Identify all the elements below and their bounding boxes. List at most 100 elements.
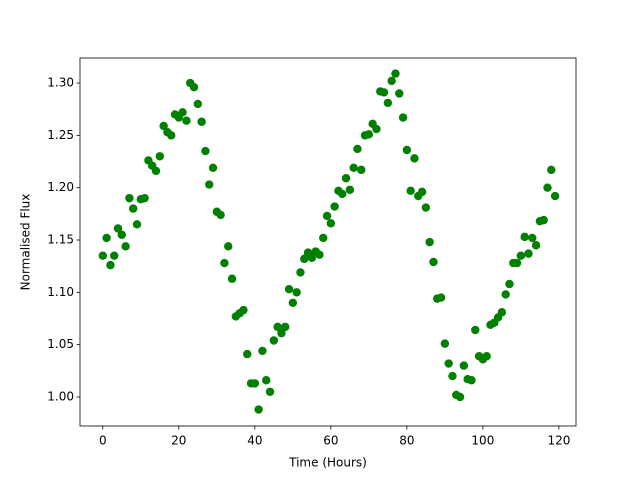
data-point [155,152,165,161]
data-point [193,99,203,109]
data-point [341,174,351,183]
data-point [106,260,115,270]
data-point [300,254,309,264]
x-tick-label: 120 [547,434,570,448]
y-tick-label: 1.30 [47,76,74,90]
data-point [398,113,408,122]
data-point [262,376,271,385]
data-point [113,224,123,233]
data-point [402,145,412,155]
y-tick-label: 1.20 [47,180,74,194]
data-point [319,233,328,243]
data-point [265,387,275,396]
data-point [520,232,529,242]
y-tick-label: 1.10 [47,285,74,299]
data-point [208,163,218,172]
data-point [444,359,453,368]
data-point [497,308,507,317]
data-point [524,249,533,258]
data-point [269,336,279,345]
data-point [531,241,541,250]
y-tick-label: 1.15 [47,233,74,247]
data-point [254,405,263,414]
data-point [391,69,400,78]
data-point [467,376,476,385]
data-point [417,187,427,197]
data-point [543,183,552,192]
data-point [326,219,336,228]
data-point [330,202,339,211]
data-point [395,89,404,98]
x-tick-label: 60 [323,434,338,448]
data-point [482,351,491,361]
data-point [528,233,537,243]
data-point [258,346,267,356]
data-point [357,165,366,175]
data-point [505,279,514,289]
plot-frame [79,57,577,427]
data-point [178,108,187,117]
data-point [410,154,419,163]
y-tick-label: 1.00 [47,390,74,404]
data-point [224,242,233,251]
data-point [284,285,294,294]
data-point [273,322,282,332]
data-point [539,215,548,225]
data-point [117,230,127,239]
data-point [250,379,260,388]
data-point [189,83,199,92]
data-point [512,258,522,268]
data-point [440,339,450,348]
data-point [201,146,210,156]
x-tick-label: 0 [99,434,107,448]
data-point [220,258,229,268]
data-point [227,274,237,283]
data-point [379,88,389,97]
data-point [471,325,480,335]
data-point [338,189,347,199]
y-axis-label: Normalised Flux [19,194,33,291]
data-point [132,220,142,229]
data-point [436,293,446,302]
data-point [307,253,317,263]
data-point [387,76,396,86]
x-tick-label: 40 [247,434,262,448]
data-point [102,233,111,243]
data-point [372,124,381,134]
data-point [129,204,138,213]
y-tick-label: 1.25 [47,128,74,142]
data-point [140,193,149,203]
data-point [429,257,438,267]
data-point [205,180,214,189]
data-point [197,117,206,126]
data-point [516,251,526,260]
data-point [364,130,374,139]
data-point [288,298,298,308]
y-tick-label: 1.05 [47,337,74,351]
data-point [243,349,252,359]
data-point [182,116,191,125]
data-point [98,251,108,260]
data-point [125,193,134,203]
x-axis-label: Time (Hours) [288,456,367,470]
data-point [550,191,560,201]
data-point [281,322,290,332]
x-tick-label: 100 [471,434,494,448]
data-point [216,210,225,220]
data-point [455,392,465,402]
data-point [459,361,469,370]
data-point [239,305,248,315]
data-point [421,203,431,212]
x-tick-label: 80 [399,434,414,448]
data-point [406,186,415,196]
data-point [353,144,362,154]
data-point [322,211,332,221]
data-point [501,290,510,299]
data-point [277,328,286,338]
data-point [159,121,168,131]
data-point [151,166,161,176]
data-point [425,237,434,247]
data-point [110,251,119,260]
data-point [315,250,324,259]
